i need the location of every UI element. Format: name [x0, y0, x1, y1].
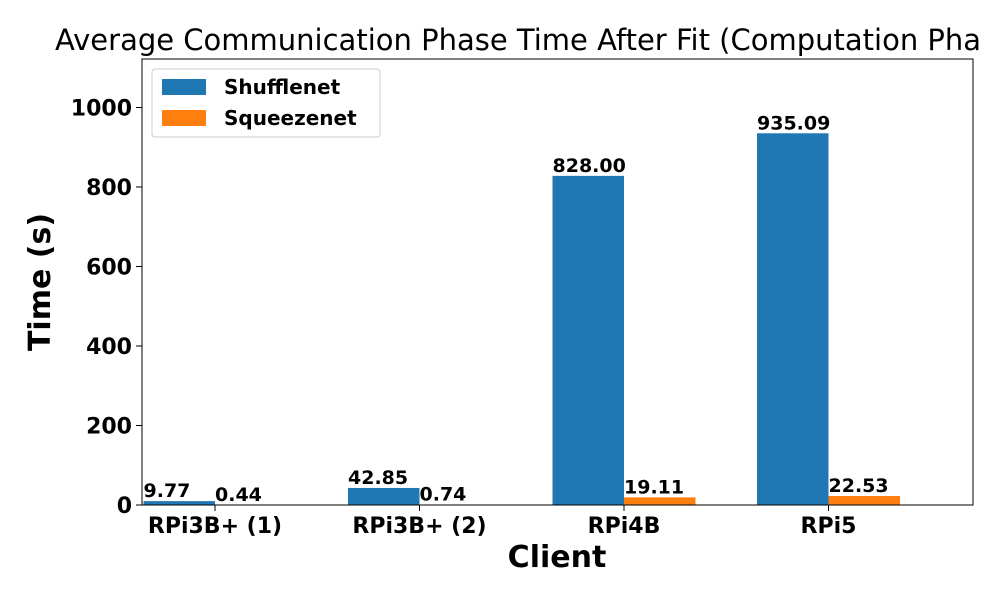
bar-shufflenet-3	[757, 133, 829, 506]
y-tick-label-3: 600	[86, 255, 132, 280]
legend: Shufflenet Squeezenet	[151, 68, 381, 138]
data-label-squeezenet-3: 22.53	[829, 475, 889, 497]
y-tick-label-0: 0	[117, 494, 132, 519]
plot-frame	[141, 58, 974, 506]
y-tick-label-4: 800	[86, 176, 132, 201]
bar-squeezenet-3	[828, 496, 900, 505]
data-label-shufflenet-2: 828.00	[553, 155, 626, 177]
x-axis-label: Client	[508, 540, 607, 575]
bar-shufflenet-0	[143, 501, 215, 505]
y-tick-label-2: 400	[86, 335, 132, 360]
y-axis: 0 200 400 600 800 1000	[71, 96, 142, 519]
legend-swatch-squeezenet	[162, 110, 206, 126]
data-label-squeezenet-2: 19.11	[624, 476, 684, 498]
x-tick-label-2: RPi4B	[588, 514, 661, 539]
data-label-squeezenet-0: 0.44	[215, 484, 262, 506]
plot-area: 9.77 42.85 828.00 935.09 0.44 0.74 19.11 22.53	[143, 112, 900, 506]
legend-box	[151, 68, 381, 138]
legend-label-shufflenet: Shufflenet	[224, 75, 341, 99]
bar-shufflenet-2	[552, 175, 624, 505]
x-tick-label-0: RPi3B+ (1)	[148, 514, 282, 539]
data-label-squeezenet-1: 0.74	[420, 484, 467, 506]
x-tick-label-3: RPi5	[801, 514, 857, 539]
bar-shufflenet-1	[348, 487, 420, 505]
x-axis: RPi3B+ (1) RPi3B+ (2) RPi4B RPi5	[148, 505, 857, 539]
legend-swatch-shufflenet	[162, 79, 206, 95]
legend-label-squeezenet: Squeezenet	[224, 106, 357, 130]
y-axis-label: Time (s)	[23, 213, 58, 351]
data-label-shufflenet-3: 935.09	[757, 112, 830, 134]
x-tick-label-1: RPi3B+ (2)	[352, 514, 486, 539]
data-label-shufflenet-0: 9.77	[144, 480, 191, 502]
y-tick-label-1: 200	[86, 414, 132, 439]
data-label-shufflenet-1: 42.85	[348, 467, 408, 489]
chart-title: Average Communication Phase Time After F…	[55, 23, 981, 57]
y-tick-label-5: 1000	[71, 96, 132, 121]
bar-squeezenet-2	[624, 497, 696, 505]
